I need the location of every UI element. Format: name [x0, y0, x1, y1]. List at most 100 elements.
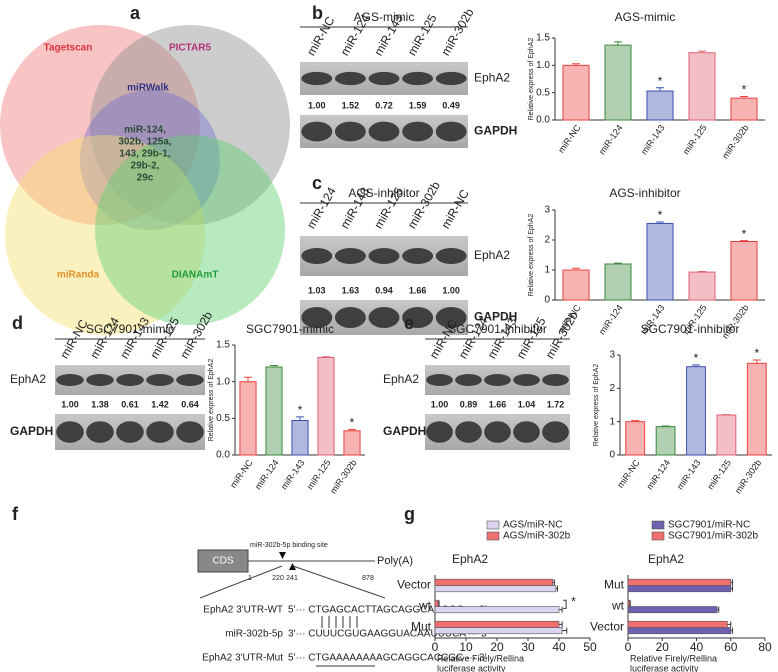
position-label: 878 — [362, 575, 374, 582]
band — [455, 374, 482, 386]
position-label: 241 — [286, 575, 298, 582]
chart-title: AGS-inhibitor — [609, 186, 680, 200]
bar — [317, 356, 335, 456]
intersection-text: 29b-2, — [131, 161, 160, 172]
site-label: miR-302b-5p binding site — [250, 542, 328, 549]
x-tick-label: 30 — [521, 640, 535, 654]
error-bar — [656, 87, 664, 92]
band — [513, 374, 540, 386]
error-bar — [562, 627, 568, 634]
venn-circle — [5, 135, 205, 335]
error-bar — [572, 63, 580, 66]
x-tick-label: miR-124 — [597, 123, 625, 157]
chart-title: AGS-mimic — [615, 10, 676, 24]
blot-title: SGC7901-inhibitor — [448, 322, 547, 336]
significance: * — [694, 351, 699, 365]
significance: * — [571, 595, 576, 609]
band — [368, 71, 400, 86]
quantification: 1.00 — [431, 399, 449, 409]
error-bar — [661, 425, 670, 427]
bar — [627, 620, 728, 628]
row-seq: 5'··· CTGAAAAAAAAGCAGGCACCGC ··· 3' — [288, 653, 486, 664]
band — [435, 71, 467, 86]
bar — [434, 620, 560, 628]
y-tick-label: 0.0 — [216, 450, 230, 461]
legend-swatch — [651, 531, 665, 541]
x-tick-label: miR-NC — [228, 457, 255, 489]
legend-swatch — [651, 520, 665, 530]
band — [455, 421, 482, 443]
x-tick-label: 40 — [552, 640, 566, 654]
quantification: 0.94 — [375, 285, 393, 295]
x-tick-label: miR-302b — [733, 458, 764, 496]
chart-title: EphA2 — [452, 552, 488, 566]
band — [542, 421, 569, 443]
panel-label: b — [312, 3, 323, 23]
significance: * — [658, 208, 663, 222]
bar — [655, 426, 676, 456]
bar — [434, 585, 557, 593]
construct — [197, 549, 386, 667]
error-bar — [692, 364, 700, 367]
x-tick-label: 10 — [459, 640, 473, 654]
error-bar — [727, 621, 732, 628]
x-tick-label: miR-125 — [705, 458, 733, 492]
band — [301, 248, 333, 264]
band — [86, 374, 114, 386]
x-axis-label: luciferase activity — [437, 663, 506, 672]
band — [435, 307, 467, 328]
zoom-line — [292, 565, 386, 599]
quantification: 1.63 — [342, 285, 360, 295]
venn — [0, 25, 290, 335]
y-tick-label: 3 — [544, 205, 550, 216]
x-tick-label: miR-302b — [328, 458, 359, 496]
x-tick-label: 60 — [724, 640, 738, 654]
error-bar — [629, 600, 631, 607]
quantification: 0.72 — [375, 100, 393, 110]
band — [426, 421, 453, 443]
significance: * — [742, 227, 747, 241]
bar — [627, 599, 631, 607]
bar — [434, 599, 439, 607]
quantification: 0.64 — [181, 399, 199, 409]
x-tick-label: miR-NC — [615, 457, 642, 489]
protein-label: EphA2 — [474, 248, 510, 262]
y-tick-label: 1 — [609, 416, 615, 427]
quantification: 1.66 — [409, 285, 427, 295]
band — [435, 248, 467, 264]
x-tick-label: miR-143 — [639, 123, 667, 157]
legend-swatch — [486, 531, 500, 541]
y-tick-label: 0 — [609, 450, 615, 461]
y-axis-label: Relative express of EphA2 — [528, 38, 535, 121]
quantification: 1.42 — [151, 399, 169, 409]
bar — [688, 271, 716, 301]
protein-label: EphA2 — [474, 71, 510, 85]
bar — [627, 627, 732, 635]
bar — [627, 606, 718, 614]
legend-label: SGC7901/miR-NC — [668, 520, 750, 531]
bar — [604, 44, 632, 121]
zoom-line — [199, 565, 283, 599]
error-bar — [740, 240, 748, 242]
y-axis-label: Relative express of EphA2 — [528, 214, 535, 297]
quantification: 1.52 — [342, 100, 360, 110]
y-tick-label: 0 — [544, 295, 550, 306]
y-tick-label: 3 — [609, 350, 615, 361]
set-label: miRWalk — [127, 83, 169, 94]
protein-label: EphA2 — [10, 372, 46, 386]
band — [334, 307, 366, 328]
x-tick-label: 20 — [490, 640, 504, 654]
panel-label: c — [312, 173, 322, 193]
bar — [627, 578, 732, 586]
venn-circle — [90, 25, 290, 225]
y-tick-label: 2 — [544, 235, 550, 246]
y-tick-label: 1.5 — [536, 33, 550, 44]
x-tick-label: miR-125 — [681, 123, 709, 157]
panel-label: f — [12, 504, 19, 524]
intersection-text: 302b, 125a, — [118, 137, 172, 148]
quantification: 1.59 — [409, 100, 427, 110]
x-tick-label: miR-124 — [597, 303, 625, 337]
set-label: PICTAR5 — [169, 43, 211, 54]
band — [56, 374, 84, 386]
